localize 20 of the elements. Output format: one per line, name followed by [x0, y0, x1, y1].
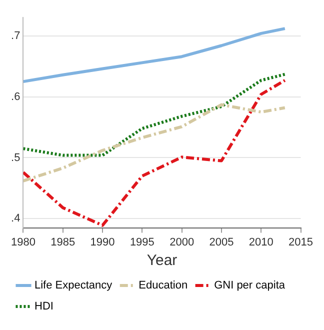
x-tick-label: 1985	[50, 236, 76, 248]
y-tick-label: .6	[11, 90, 20, 103]
legend-label: HDI	[34, 300, 54, 313]
x-tick-label: 1990	[90, 236, 115, 248]
legend-label: Life Expectancy	[34, 280, 113, 292]
x-tick-label: 2010	[248, 236, 274, 248]
x-tick-label: 1980	[10, 236, 36, 248]
y-tick-label: .4	[11, 212, 20, 225]
line-series	[23, 78, 286, 227]
x-tick-label: 2000	[170, 236, 194, 248]
line-series	[23, 103, 286, 182]
x-tick-label: 2005	[209, 236, 234, 248]
legend-label: GNI per capita	[214, 280, 286, 292]
y-tick-label: .7	[11, 30, 20, 42]
line-series	[23, 72, 286, 157]
x-axis-title: Year	[146, 252, 178, 270]
y-tick-label: .5	[11, 152, 20, 164]
x-tick-label: 2015	[288, 236, 314, 248]
legend-label: Education	[138, 280, 188, 292]
x-tick-label: 1995	[130, 236, 154, 248]
